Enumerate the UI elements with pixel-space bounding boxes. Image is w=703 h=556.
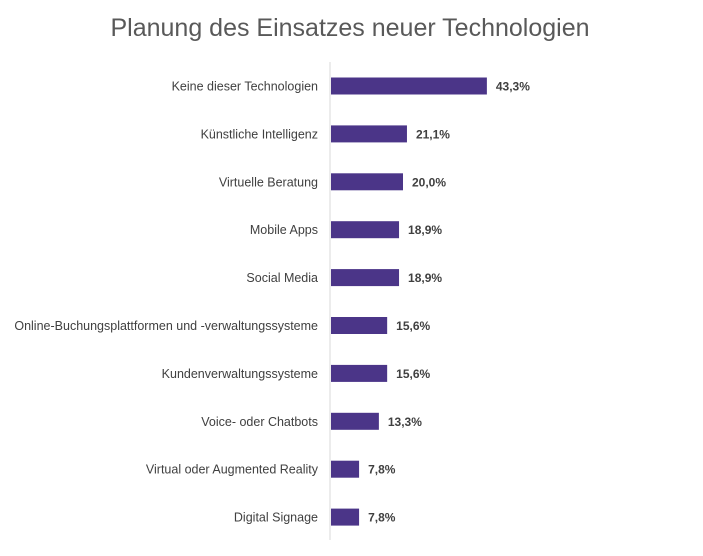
bar bbox=[331, 125, 407, 143]
data-label: 43,3% bbox=[496, 80, 530, 94]
bar bbox=[331, 508, 360, 526]
data-label: 18,9% bbox=[408, 271, 442, 285]
bar bbox=[331, 317, 388, 334]
bar bbox=[331, 173, 403, 191]
chart-title: Planung des Einsatzes neuer Technologien bbox=[110, 14, 589, 42]
category-label: Mobile Apps bbox=[250, 223, 318, 237]
data-label: 21,1% bbox=[416, 127, 450, 141]
category-label: Virtual oder Augmented Reality bbox=[146, 463, 319, 477]
category-label: Social Media bbox=[246, 271, 318, 285]
category-label: Virtuelle Beratung bbox=[219, 175, 318, 189]
data-label: 18,9% bbox=[408, 223, 442, 237]
bars-group: Keine dieser Technologien 43,3% Künstliche… bbox=[14, 77, 530, 526]
data-label: 13,3% bbox=[388, 415, 422, 429]
bar bbox=[331, 364, 388, 382]
category-label: Digital Signage bbox=[234, 511, 318, 525]
data-label: 20,0% bbox=[412, 175, 446, 189]
bar bbox=[331, 221, 400, 239]
bar bbox=[331, 269, 400, 287]
category-label: Voice- oder Chatbots bbox=[201, 415, 318, 429]
category-label: Keine dieser Technologien bbox=[172, 80, 318, 94]
category-label: Online-Buchungsplattformen und -verwaltu… bbox=[14, 319, 318, 333]
data-label: 7,8% bbox=[368, 511, 396, 525]
bar bbox=[331, 460, 360, 478]
data-label: 7,8% bbox=[368, 463, 396, 477]
bar bbox=[331, 77, 487, 95]
bar bbox=[331, 412, 379, 430]
data-label: 15,6% bbox=[396, 367, 430, 381]
category-label: Künstliche Intelligenz bbox=[201, 127, 318, 141]
category-label: Kundenverwaltungssysteme bbox=[162, 367, 318, 381]
data-label: 15,6% bbox=[396, 319, 430, 333]
